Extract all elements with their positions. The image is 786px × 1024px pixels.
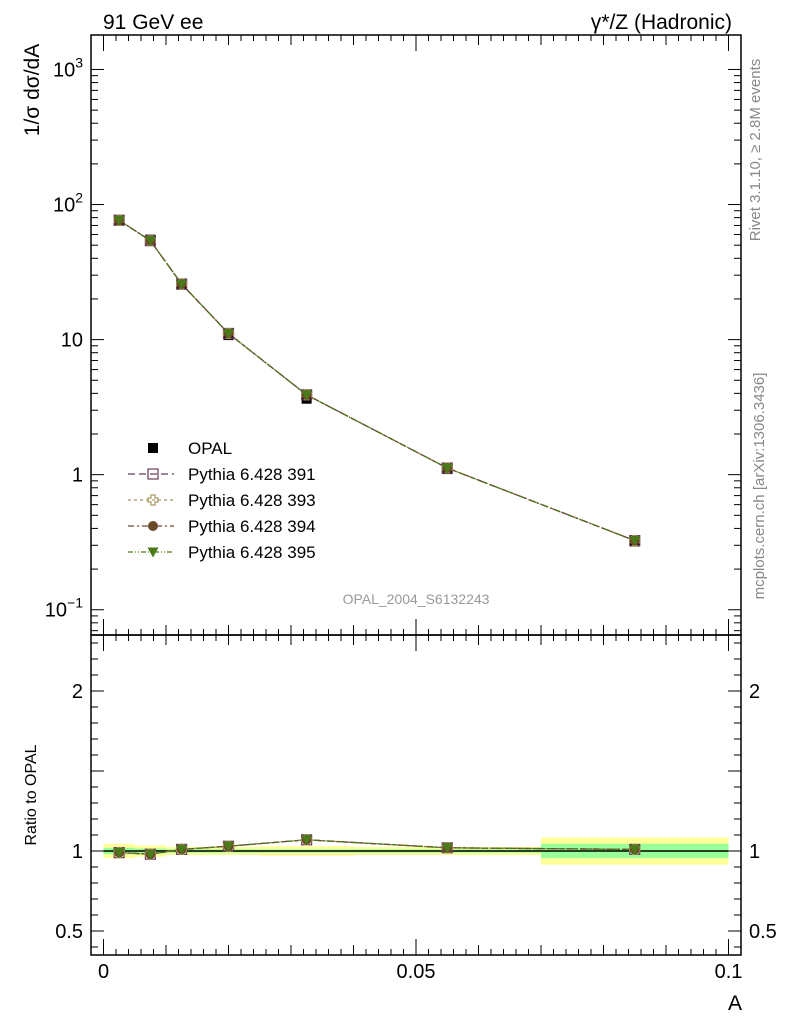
legend-label-p391: Pythia 6.428 391 [188,465,316,484]
ratio-point-p395-4 [301,835,313,846]
ratio-point-p395-3 [223,841,234,852]
main-point-p395-6 [629,536,641,547]
ratio-point-p395-6 [629,844,641,855]
rivet-version-label: Rivet 3.1.10, ≥ 2.8M events [747,59,764,242]
mcplots-label: mcplots.cern.ch [arXiv:1306.3436] [751,373,768,600]
main-point-p395-2 [176,279,188,290]
header-right-title: γ*/Z (Hadronic) [591,11,732,34]
x-axis-label: A [728,992,742,1015]
ratio-point-p395-5 [441,843,453,854]
ratio-y-tick-label-right-2: 2 [749,681,760,703]
legend-label-opal: OPAL [188,439,232,458]
ratio-y-tick-label-2: 2 [72,681,83,703]
main-point-p395-1 [144,236,156,247]
x-tick-label-2: 0.1 [715,961,743,983]
ratio-y-tick-label-right-0: 0.5 [749,921,777,943]
series-markers [113,214,641,860]
main-point-p395-4 [301,390,313,401]
legend-label-p394: Pythia 6.428 394 [188,517,316,536]
legend: OPAL Pythia 6.428 391 Pythia 6.428 393 Pyth… [128,439,316,562]
ratio-plot-frame [90,634,742,956]
main-point-p395-5 [441,463,453,474]
header-left-title: 91 GeV ee [103,11,203,34]
ratio-point-p395-0 [113,848,125,859]
axes: 10−1 1 10 102 103 0.5 0.5 1 1 2 2 0 0.05 0.1 [45,34,777,983]
series-lines [118,219,635,855]
main-y-tick-label-4: 103 [53,54,83,81]
ratio-y-tick-label-right-1: 1 [749,841,760,863]
main-y-tick-label-1: 1 [72,465,83,487]
x-tick-label-1: 0.05 [397,961,436,983]
main-point-p395-0 [113,215,125,226]
legend-marker-p395 [147,547,159,558]
legend-marker-p394 [148,521,158,531]
ratio-y-tick-label-0: 0.5 [55,921,83,943]
legend-marker-opal [148,443,158,453]
main-point-p395-3 [223,328,234,339]
ratio-point-p395-2 [176,844,188,855]
main-y-axis-label: 1/σ dσ/dA [21,44,44,136]
legend-marker-p391 [147,468,159,480]
legend-marker-p393 [147,494,159,506]
main-y-tick-label-0: 10−1 [45,595,83,622]
ratio-y-axis-label: Ratio to OPAL [23,744,40,845]
ratio-point-p395-1 [144,849,156,860]
analysis-id-label: OPAL_2004_S6132243 [343,591,490,607]
main-y-tick-label-2: 10 [61,330,83,352]
legend-label-p393: Pythia 6.428 393 [188,491,316,510]
x-tick-label-0: 0 [98,961,109,983]
legend-label-p395: Pythia 6.428 395 [188,543,316,562]
main-y-tick-label-3: 102 [53,190,83,217]
ratio-y-tick-label-1: 1 [72,841,83,863]
